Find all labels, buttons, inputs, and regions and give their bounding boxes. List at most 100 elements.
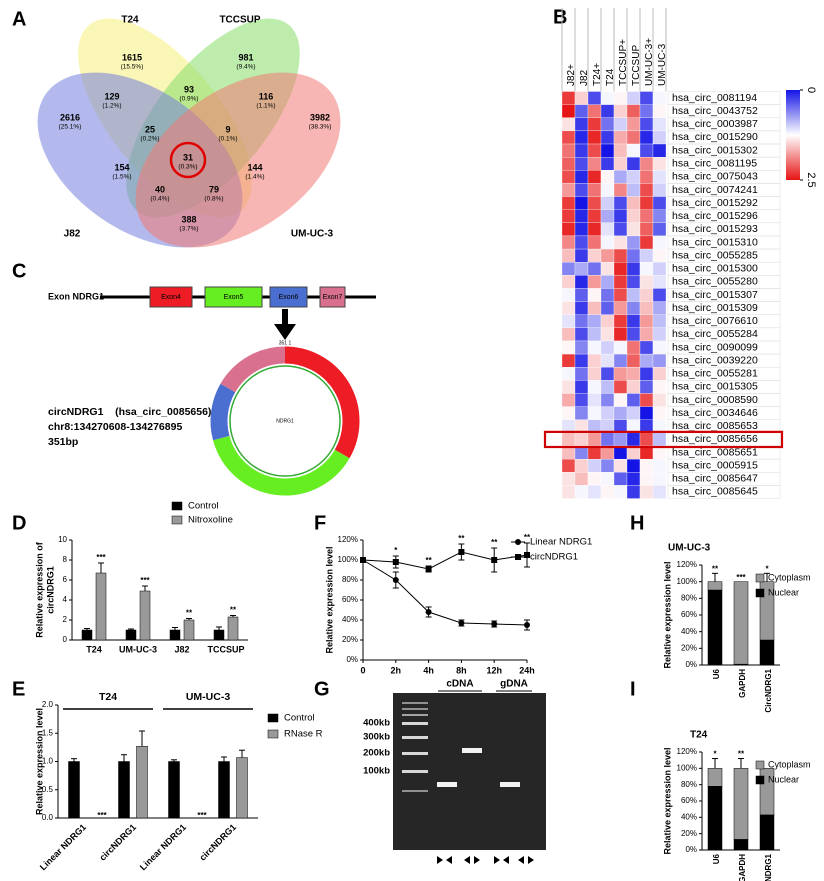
heat-cell [600, 130, 615, 145]
heat-cell [574, 301, 589, 315]
row-label: hsa_circ_0055284 [672, 328, 758, 340]
circ-info: chr8:134270608-134276895 [48, 421, 182, 433]
bar [169, 629, 181, 641]
heat-cell [626, 117, 641, 132]
venn-percent: (15.5%) [121, 64, 144, 71]
bar-segment [707, 589, 723, 666]
heat-cell [561, 458, 576, 473]
heat-cell [613, 262, 628, 276]
heat-cell [561, 183, 576, 197]
bar [118, 761, 130, 819]
heat-cell [652, 104, 667, 118]
y-tick-label: 4 [63, 595, 68, 604]
heat-cell [561, 432, 576, 447]
y-tick-label: 20% [681, 643, 697, 652]
column-label: UM-UC-3 [657, 43, 668, 86]
point [491, 621, 498, 627]
venn-count: 79 [209, 184, 219, 194]
heat-cell [652, 156, 667, 171]
significance: ** [186, 609, 193, 618]
series-line [362, 559, 528, 626]
bar-segment [707, 581, 723, 591]
x-tick-label: U6 [712, 853, 721, 864]
heat-cell [652, 222, 667, 237]
heat-cell [574, 393, 589, 407]
heat-cell [613, 170, 628, 184]
heat-cell [626, 314, 641, 328]
heat-cell [561, 235, 576, 250]
panel-label: C [12, 260, 26, 282]
significance: ** [425, 556, 432, 565]
heat-cell [613, 458, 628, 473]
heat-cell [652, 301, 667, 315]
heat-cell [561, 485, 576, 499]
legend-label: Nuclear [768, 587, 799, 597]
heat-cell [626, 432, 641, 447]
heat-cell [587, 91, 602, 105]
heat-cell [600, 183, 615, 197]
heat-cell [587, 196, 602, 210]
marker-label: 100kb [363, 766, 390, 777]
x-tick-label: 24h [519, 665, 535, 675]
x-tick-label: CircNDRG1 [764, 853, 773, 881]
heat-cell [600, 288, 615, 302]
venn-percent: (38.3%) [309, 124, 332, 131]
y-tick-label: 20% [342, 635, 358, 644]
heat-cell [639, 117, 654, 132]
venn-set-label: TCCSUP [219, 15, 260, 26]
heat-cell [600, 432, 615, 447]
heat-cell [587, 288, 602, 302]
venn-percent: (0.1%) [218, 136, 237, 143]
bar-segment [759, 814, 775, 851]
heat-cell [613, 301, 628, 315]
heat-cell [639, 353, 654, 368]
heat-cell [639, 472, 654, 486]
legend-label: Control [284, 713, 315, 724]
heat-cell [613, 130, 628, 145]
arrow-head [274, 324, 296, 340]
colorbar-label: 2.5 [805, 172, 817, 187]
bar [218, 761, 230, 819]
heat-cell [652, 288, 667, 302]
heat-cell [626, 143, 641, 158]
heat-cell [561, 91, 576, 105]
heat-cell [626, 275, 641, 289]
heat-cell [652, 130, 667, 145]
heat-cell [613, 406, 628, 420]
row-label: hsa_circ_0015305 [672, 381, 758, 393]
marker-label: 400kb [363, 718, 390, 729]
column-label: J82 [579, 69, 590, 86]
highlight-circle [169, 141, 207, 179]
legend-marker [515, 539, 521, 545]
heat-cell [639, 104, 654, 118]
row-label: hsa_circ_0015310 [672, 236, 758, 248]
heat-cell [561, 314, 576, 328]
heat-cell [626, 104, 641, 118]
row-label: hsa_circ_0015307 [672, 289, 758, 301]
venn-percent: (25.1%) [59, 124, 82, 131]
circ-name: NDRG1 [276, 418, 294, 424]
significance: ** [712, 564, 719, 573]
y-tick-label: 6 [63, 575, 68, 584]
heat-cell [652, 248, 667, 263]
colorbar [786, 90, 800, 180]
legend-swatch [755, 775, 765, 785]
heat-cell [626, 222, 641, 237]
heat-cell [574, 275, 589, 289]
y-tick-label: 120% [338, 535, 358, 544]
heat-cell [652, 170, 667, 184]
point [392, 577, 399, 583]
exon-label: Exon4 [161, 294, 181, 301]
heat-cell [639, 380, 654, 394]
heat-cell [561, 380, 576, 394]
y-tick-label: 0.5 [42, 785, 54, 794]
heat-cell [652, 406, 667, 420]
circ-info: circNDRG1 (hsa_circ_0085656) [48, 406, 211, 418]
venn-set-label: J82 [64, 229, 81, 240]
bar [236, 757, 248, 819]
venn-count: 144 [247, 162, 262, 172]
heat-cell [652, 472, 667, 486]
circ-segment [213, 435, 350, 496]
heat-cell [613, 183, 628, 197]
gene-label: Exon NDRG1 [48, 291, 104, 301]
